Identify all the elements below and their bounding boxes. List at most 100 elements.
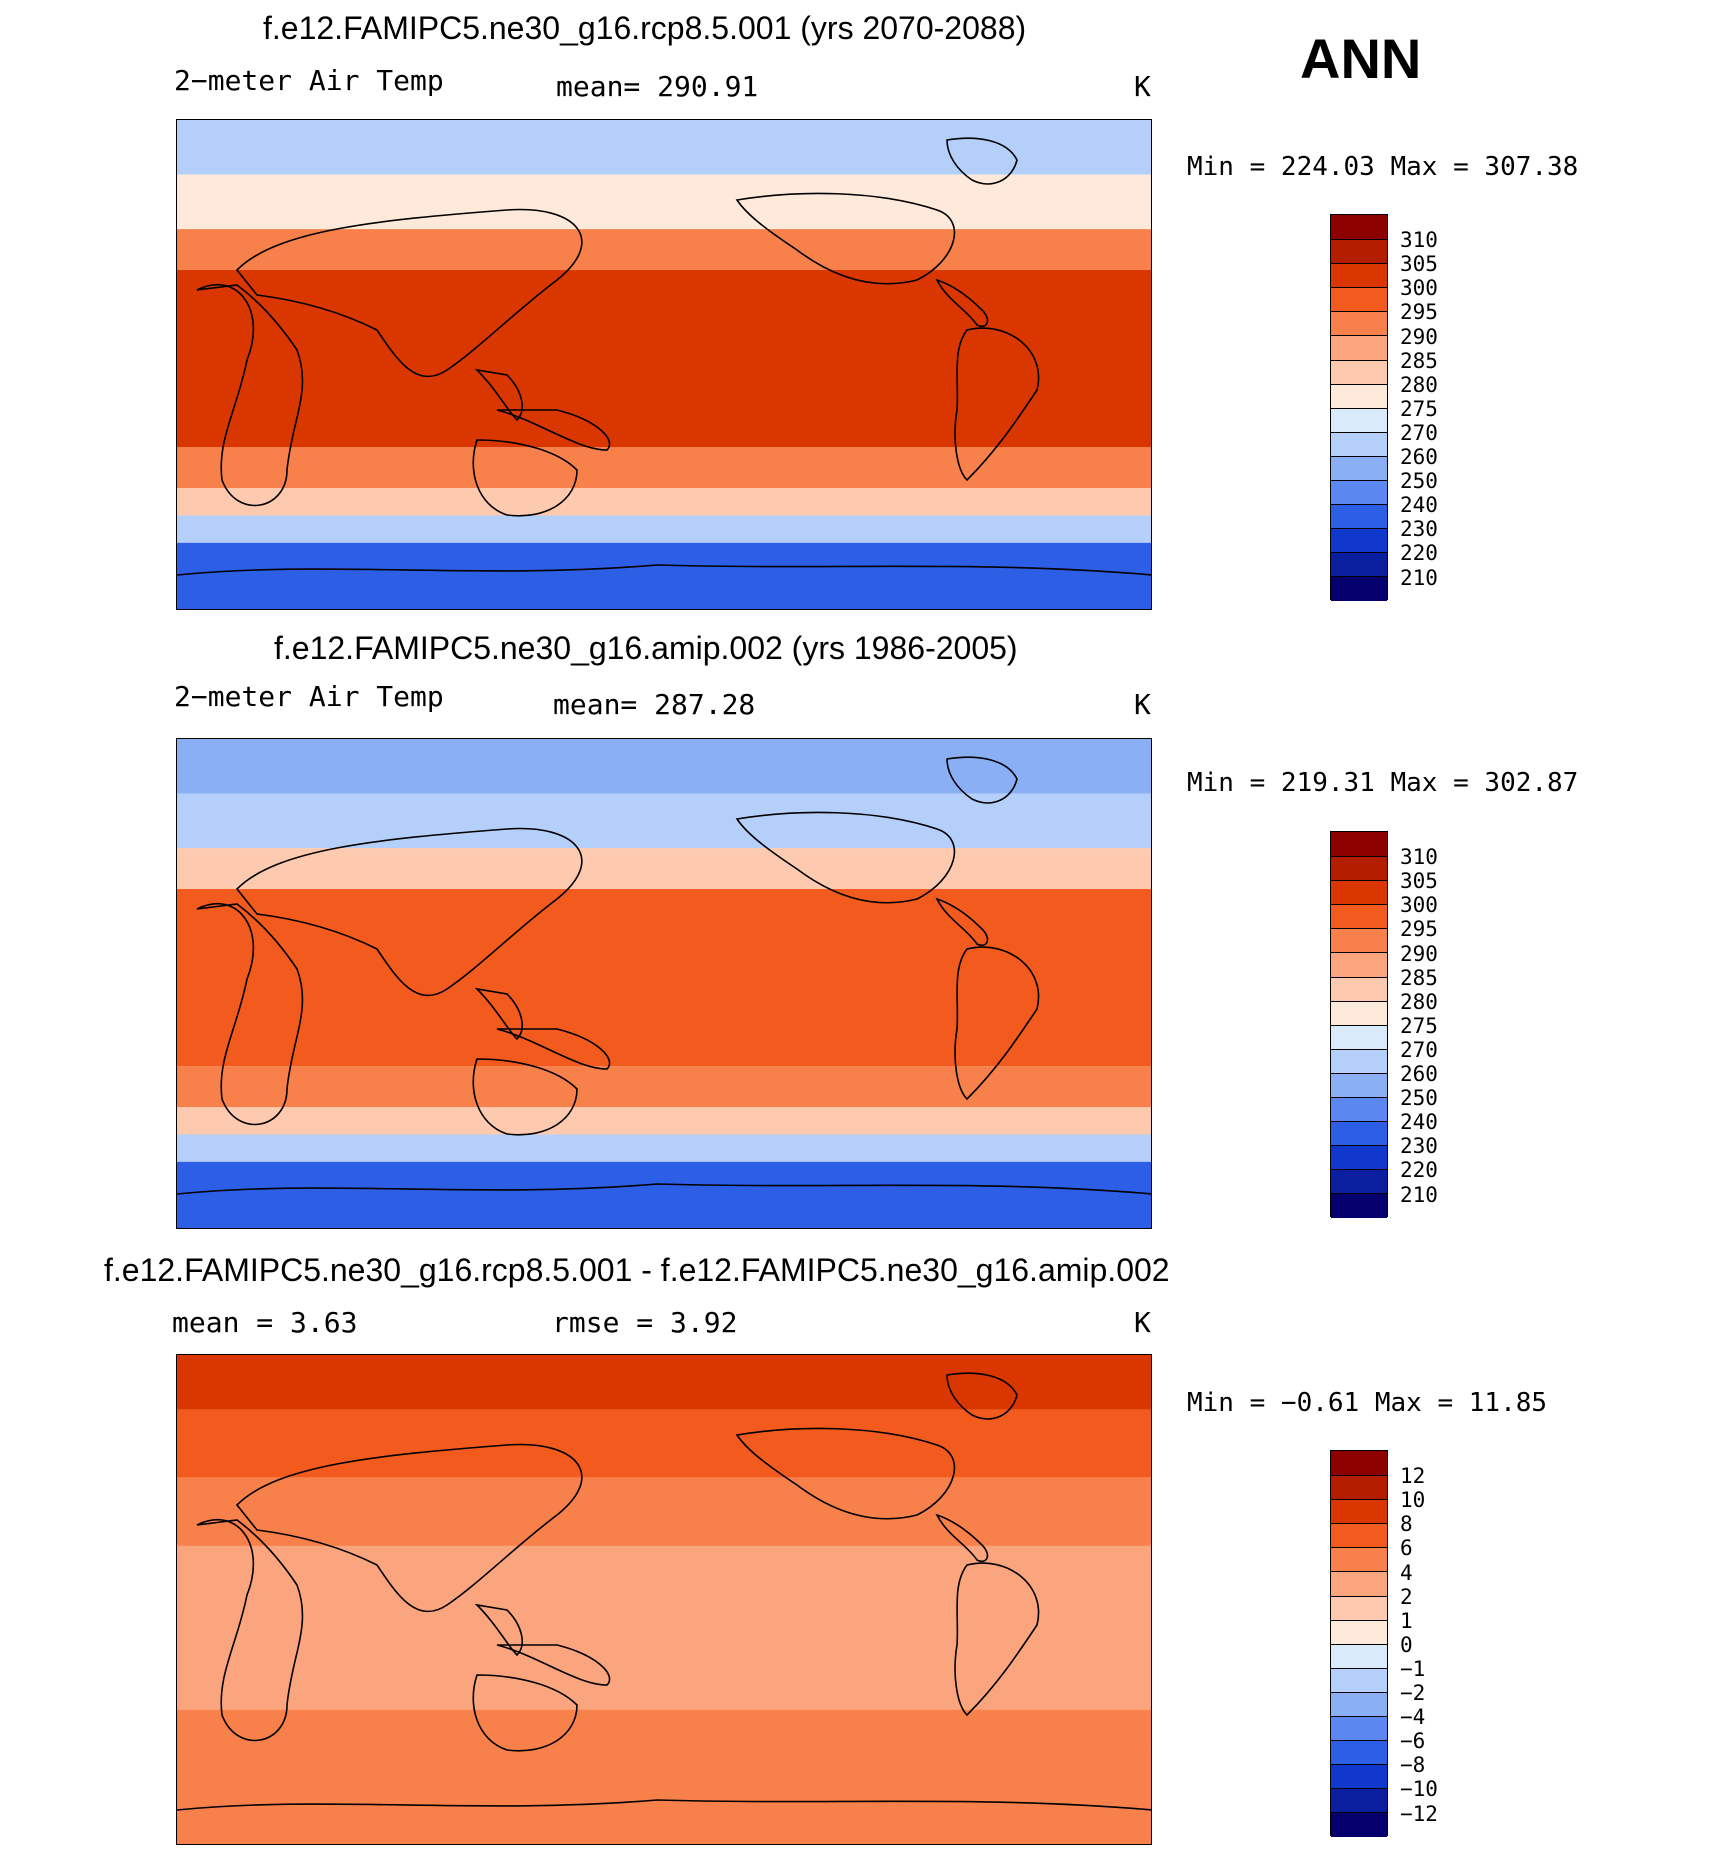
panel-2-minmax: Min = 219.31 Max = 302.87 [1187, 768, 1579, 798]
colorbar-tick-label: 285 [1400, 965, 1438, 990]
colorbar-tick-label: 4 [1400, 1560, 1413, 1585]
colorbar-tick-label: 305 [1400, 252, 1438, 277]
colorbar-segment [1331, 1193, 1387, 1218]
coastline [177, 564, 1151, 576]
colorbar-tick-label: 290 [1400, 941, 1438, 966]
map-field-band [177, 542, 1151, 609]
coastline [472, 439, 578, 517]
coastline [474, 368, 523, 422]
colorbar-tick-label: 2 [1400, 1584, 1413, 1609]
coastline [935, 897, 989, 947]
colorbar-tick-label: 240 [1400, 493, 1438, 518]
coastline [735, 811, 956, 904]
colorbar-segment [1331, 1812, 1387, 1837]
coastline [954, 1562, 1040, 1717]
coastline [935, 278, 989, 328]
map-field-band [177, 848, 1151, 890]
colorbar-tick-label: 220 [1400, 541, 1438, 566]
colorbar-segment [1331, 1499, 1387, 1524]
colorbar-tick-label: −8 [1400, 1753, 1426, 1778]
colorbar-segment [1331, 1475, 1387, 1500]
colorbar-segment [1331, 1740, 1387, 1765]
season-label: ANN [1300, 27, 1422, 90]
colorbar-tick-label: 260 [1400, 445, 1438, 469]
colorbar-segment [1331, 1571, 1387, 1596]
colorbar-tick-label: 230 [1400, 517, 1438, 542]
colorbar-segment [1331, 1595, 1387, 1620]
panel-3-mean: mean = 3.63 [172, 1306, 358, 1339]
panel-1-mean: mean= 290.91 [556, 70, 759, 103]
panel-2-title: f.e12.FAMIPC5.ne30_g16.amip.002 (yrs 198… [274, 630, 1018, 666]
coastline [935, 1513, 989, 1563]
colorbar-segment [1331, 480, 1387, 505]
colorbar-tick-label: −6 [1400, 1729, 1426, 1754]
colorbar-segment [1331, 1121, 1387, 1146]
map-field-band [177, 1409, 1151, 1478]
colorbar-tick-label: 240 [1400, 1110, 1438, 1135]
map-field-band [177, 229, 1151, 271]
colorbar-tick-label: 280 [1400, 372, 1438, 397]
colorbar-tick-label: 280 [1400, 989, 1438, 1014]
panel-3-units: K [1134, 1306, 1151, 1339]
colorbar-segment [1331, 383, 1387, 408]
coastline [196, 903, 304, 1126]
colorbar-segment [1331, 1169, 1387, 1194]
panel-1-colorbar [1330, 214, 1388, 601]
colorbar-segment [1331, 1764, 1387, 1789]
map-field-band [177, 1107, 1151, 1135]
panel-3-map [176, 1354, 1152, 1845]
map-field-band [177, 1545, 1151, 1710]
coastline [496, 1028, 611, 1070]
coastline [474, 1603, 523, 1657]
colorbar-segment [1331, 952, 1387, 977]
colorbar-segment [1331, 904, 1387, 929]
coastline [177, 1183, 1151, 1195]
colorbar-tick-label: 260 [1400, 1062, 1438, 1086]
coastline [235, 208, 583, 378]
coastline [735, 192, 956, 285]
colorbar-segment [1331, 263, 1387, 288]
colorbar-segment [1331, 1691, 1387, 1717]
coastline [472, 1674, 578, 1752]
colorbar-tick-label: 270 [1400, 420, 1438, 445]
colorbar-tick-label: 270 [1400, 1037, 1438, 1062]
colorbar-segment [1331, 1024, 1387, 1049]
colorbar-segment [1331, 1523, 1387, 1548]
colorbar-segment [1331, 928, 1387, 953]
colorbar-segment [1331, 239, 1387, 264]
colorbar-segment [1331, 407, 1387, 432]
colorbar-segment [1331, 1547, 1387, 1572]
colorbar-segment [1331, 1145, 1387, 1170]
colorbar-tick-label: −12 [1400, 1801, 1438, 1826]
coastline [496, 409, 611, 451]
colorbar-tick-label: 210 [1400, 1182, 1438, 1207]
colorbar-segment [1331, 287, 1387, 312]
map-field-band [177, 488, 1151, 516]
colorbar-segment [1331, 1097, 1387, 1122]
colorbar-tick-label: 285 [1400, 348, 1438, 373]
colorbar-tick-label: 10 [1400, 1488, 1426, 1513]
colorbar-tick-label: 295 [1400, 300, 1438, 325]
colorbar-segment [1331, 832, 1387, 857]
colorbar-tick-label: 300 [1400, 276, 1438, 301]
coastline [954, 327, 1040, 482]
map-field-band [177, 174, 1151, 230]
map-field-band [177, 1134, 1151, 1162]
coastline [472, 1058, 578, 1136]
map-field-band [177, 515, 1151, 543]
panel-3-colorbar [1330, 1450, 1388, 1837]
colorbar-segment [1331, 1788, 1387, 1813]
colorbar-tick-label: 6 [1400, 1536, 1413, 1561]
coastline [946, 137, 1018, 185]
colorbar-segment [1331, 1451, 1387, 1476]
colorbar-segment [1331, 1667, 1387, 1692]
colorbar-tick-label: 12 [1400, 1464, 1426, 1489]
colorbar-tick-label: 250 [1400, 1086, 1438, 1111]
coastline [196, 284, 304, 507]
panel-1-units: K [1134, 70, 1151, 103]
colorbar-segment [1331, 856, 1387, 881]
coastline [946, 756, 1018, 804]
map-field-band [177, 1161, 1151, 1228]
panel-3-title: f.e12.FAMIPC5.ne30_g16.rcp8.5.001 - f.e1… [104, 1252, 1170, 1288]
colorbar-segment [1331, 215, 1387, 240]
